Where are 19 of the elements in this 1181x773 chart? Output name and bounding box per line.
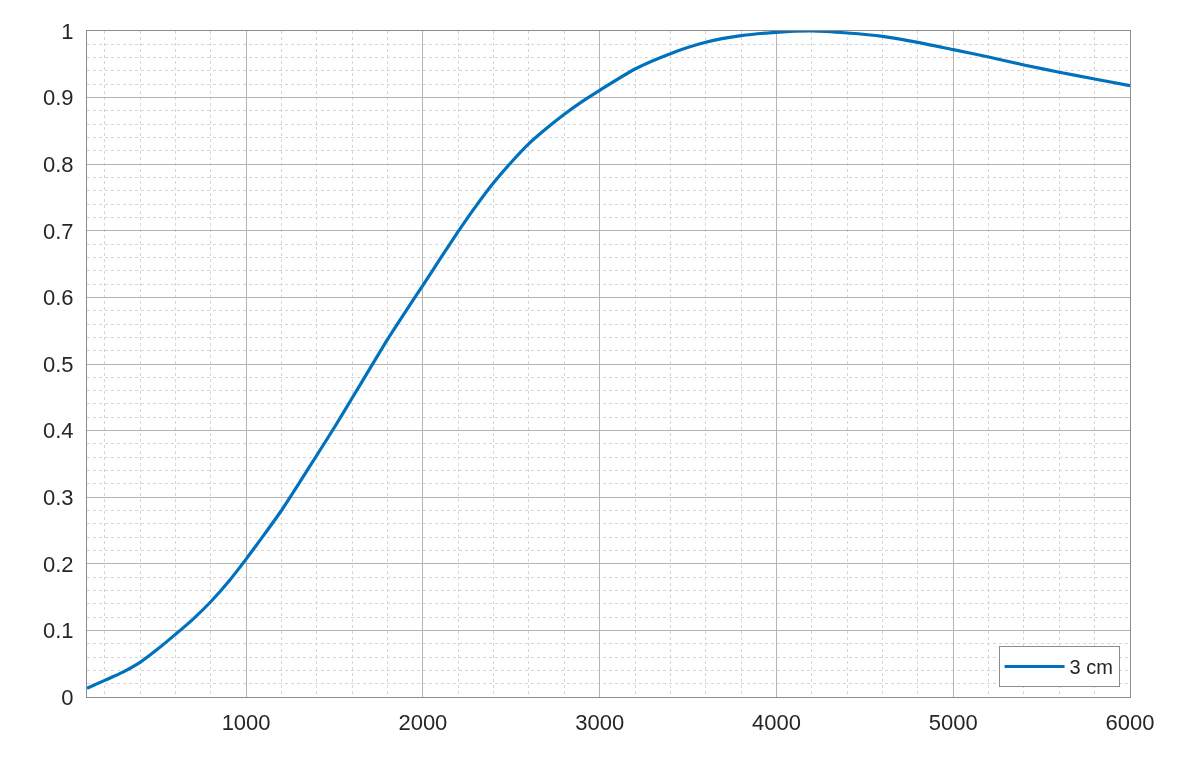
y-tick-label: 0.5 bbox=[43, 351, 74, 377]
y-tick-label: 0.2 bbox=[43, 551, 74, 577]
x-tick-label: 5000 bbox=[928, 710, 978, 736]
y-tick-label: 0.4 bbox=[43, 418, 74, 444]
y-tick-label: 0.8 bbox=[43, 151, 74, 177]
x-tick-label: 3000 bbox=[575, 710, 625, 736]
y-tick-label: 0.9 bbox=[43, 85, 74, 111]
line-series bbox=[87, 31, 1130, 690]
y-tick-label: 0.7 bbox=[43, 218, 74, 244]
y-tick-label: 0.6 bbox=[43, 285, 74, 311]
y-tick-label: 1 bbox=[61, 18, 74, 44]
x-tick-label: 4000 bbox=[751, 710, 801, 736]
x-tick-label: 6000 bbox=[1105, 710, 1155, 736]
x-tick-label: 2000 bbox=[398, 710, 448, 736]
y-tick-label: 0.3 bbox=[43, 484, 74, 510]
legend-label: 3 cm bbox=[1069, 656, 1113, 679]
y-tick-label: 0 bbox=[61, 684, 74, 710]
x-tick-label: 1000 bbox=[221, 710, 271, 736]
y-tick-label: 0.1 bbox=[43, 618, 74, 644]
